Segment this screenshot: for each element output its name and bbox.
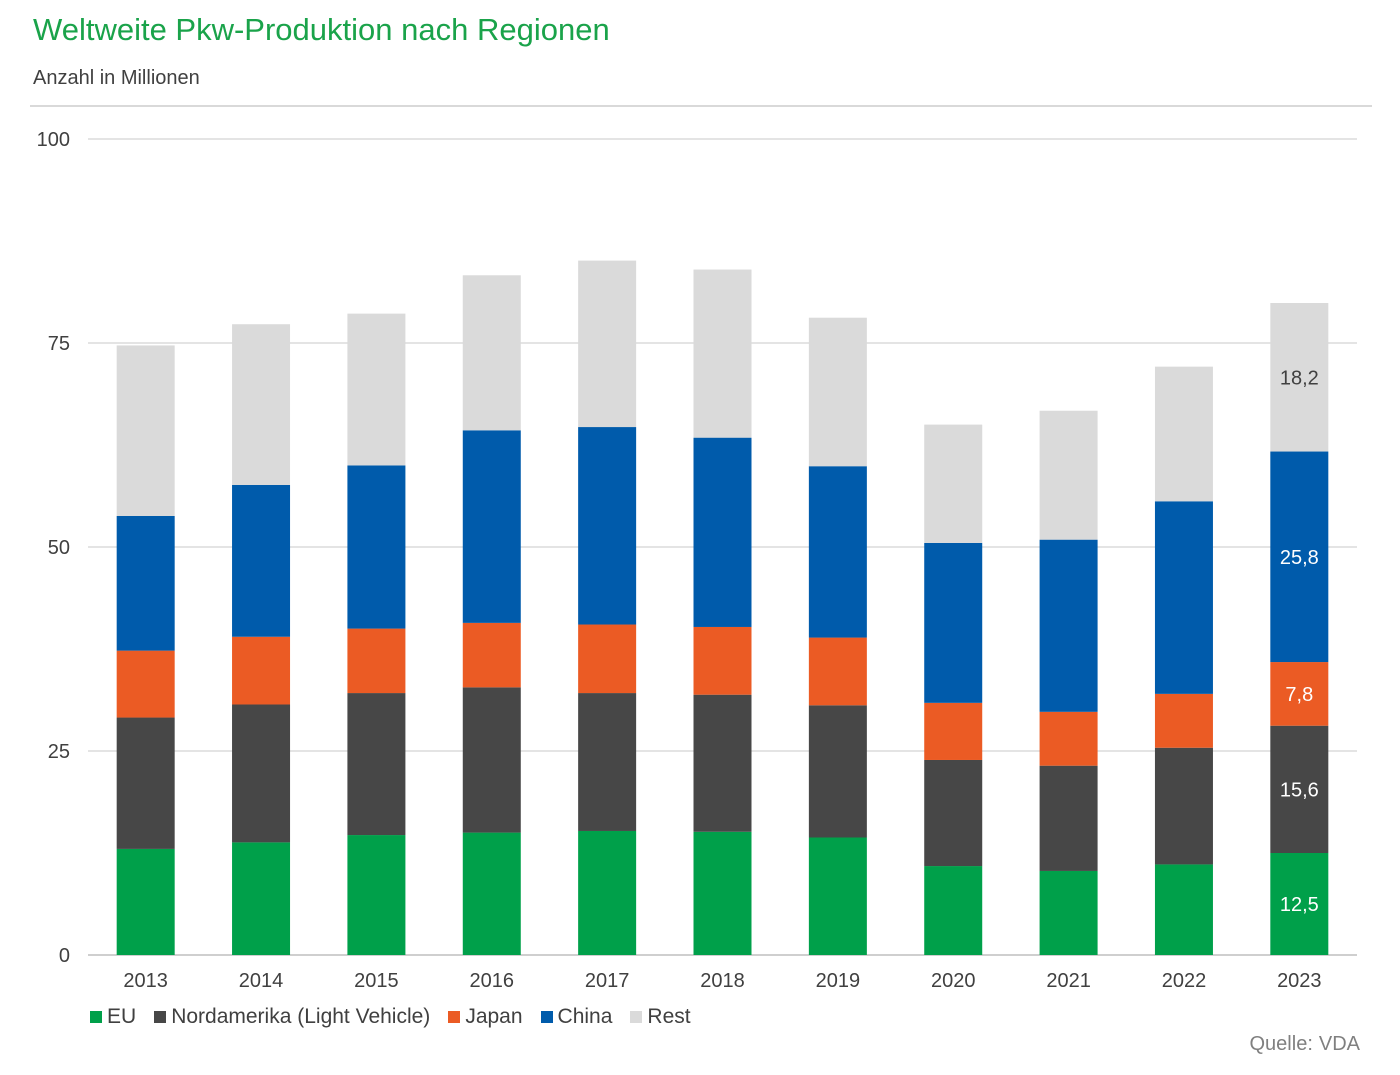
data-label-2023-eu: 12,5 (1280, 894, 1319, 916)
bar-2020-rest (924, 424, 983, 543)
legend-item-eu: EU (90, 1005, 136, 1029)
legend-label-rest: Rest (647, 1005, 691, 1028)
legend-label-china: China (557, 1005, 613, 1028)
bar-2013-china (116, 515, 175, 651)
bar-2023-nordamerika-light-vehicle (1270, 725, 1329, 853)
legend-swatch-nordamerika (154, 1011, 167, 1023)
bar-2018-eu (693, 831, 752, 955)
bar-2020-eu (924, 866, 983, 955)
bar-2022-eu (1154, 864, 1213, 955)
bar-2023-china (1270, 451, 1329, 663)
x-tick-label-2015: 2015 (354, 970, 399, 992)
chart-legend: EU Nordamerika (Light Vehicle) Japan Chi… (90, 1005, 691, 1029)
bar-2018-rest (693, 269, 752, 438)
legend-label-eu: EU (107, 1005, 137, 1028)
y-tick-label-75: 75 (48, 333, 70, 355)
bar-2016-japan (462, 622, 521, 688)
legend-label-nordamerika: Nordamerika (Light Vehicle) (171, 1005, 431, 1028)
x-tick-label-2013: 2013 (123, 970, 168, 992)
bar-2018-japan (693, 626, 752, 695)
bar-2017-japan (578, 624, 637, 694)
bar-2015-eu (347, 835, 406, 955)
x-tick-label-2019: 2019 (816, 970, 861, 992)
bar-2021-china (1039, 539, 1098, 712)
legend-swatch-japan (448, 1011, 461, 1023)
source-note: Quelle: VDA (1250, 1033, 1361, 1056)
x-tick-label-2017: 2017 (585, 970, 630, 992)
bar-2014-eu (232, 842, 291, 955)
x-tick-label-2023: 2023 (1277, 970, 1322, 992)
data-label-2023-china: 25,8 (1280, 547, 1319, 569)
bar-2015-nordamerika-light-vehicle (347, 693, 406, 836)
bar-2015-china (347, 465, 406, 629)
bar-2019-eu (808, 837, 867, 955)
bar-2013-eu (116, 848, 175, 955)
header-divider (30, 105, 1372, 107)
bar-2019-china (808, 466, 867, 638)
chart-title: Weltweite Pkw-Produktion nach Regionen (33, 12, 610, 47)
bar-2018-nordamerika-light-vehicle (693, 694, 752, 832)
bar-2020-nordamerika-light-vehicle (924, 759, 983, 867)
y-tick-label-25: 25 (48, 741, 70, 763)
bar-2014-rest (232, 324, 291, 485)
legend-item-nordamerika: Nordamerika (Light Vehicle) (154, 1005, 430, 1029)
bar-2023-japan (1270, 662, 1329, 726)
chart-subtitle: Anzahl in Millionen (33, 67, 200, 89)
bar-2019-japan (808, 637, 867, 706)
x-tick-label-2016: 2016 (470, 970, 515, 992)
y-tick-label-100: 100 (37, 129, 70, 151)
legend-swatch-rest (630, 1011, 643, 1023)
bar-2017-nordamerika-light-vehicle (578, 693, 637, 831)
bar-2015-japan (347, 628, 406, 694)
legend-label-japan: Japan (465, 1005, 523, 1028)
bar-2014-china (232, 484, 291, 637)
legend-item-rest: Rest (630, 1005, 691, 1029)
bar-2023-rest (1270, 303, 1329, 452)
bar-2013-japan (116, 650, 175, 718)
y-tick-label-50: 50 (48, 537, 70, 559)
x-tick-label-2022: 2022 (1162, 970, 1207, 992)
x-tick-label-2014: 2014 (239, 970, 284, 992)
x-tick-label-2021: 2021 (1046, 970, 1091, 992)
bar-2019-nordamerika-light-vehicle (808, 705, 867, 838)
data-label-2023-japan: 7,8 (1285, 684, 1313, 706)
bar-2021-japan (1039, 711, 1098, 766)
bar-2013-nordamerika-light-vehicle (116, 717, 175, 849)
bar-2022-nordamerika-light-vehicle (1154, 747, 1213, 865)
x-tick-label-2020: 2020 (931, 970, 976, 992)
legend-item-china: China (540, 1005, 613, 1029)
bar-2016-china (462, 430, 521, 623)
bar-2022-japan (1154, 693, 1213, 748)
bar-2021-nordamerika-light-vehicle (1039, 765, 1098, 871)
bar-2016-rest (462, 275, 521, 431)
bar-2015-rest (347, 313, 406, 466)
legend-swatch-china (540, 1011, 553, 1023)
y-tick-label-0: 0 (59, 945, 70, 967)
data-label-2023-rest: 18,2 (1280, 367, 1319, 389)
bar-2023-eu (1270, 853, 1329, 955)
bar-2017-china (578, 427, 637, 625)
bar-2019-rest (808, 317, 867, 467)
bar-2021-eu (1039, 870, 1098, 955)
bar-2017-eu (578, 830, 637, 955)
bar-2014-japan (232, 636, 291, 705)
bar-2018-china (693, 437, 752, 627)
bar-2020-china (924, 542, 983, 703)
bar-2017-rest (578, 260, 637, 428)
source-value: VDA (1318, 1033, 1360, 1055)
bar-2014-nordamerika-light-vehicle (232, 704, 291, 843)
bar-2016-nordamerika-light-vehicle (462, 687, 521, 833)
bar-2022-rest (1154, 366, 1213, 502)
legend-swatch-eu (90, 1011, 102, 1023)
data-label-2023-nordamerika-light-vehicle: 15,6 (1280, 779, 1319, 801)
bar-2020-japan (924, 702, 983, 760)
bar-2021-rest (1039, 410, 1098, 540)
source-label: Quelle: (1249, 1033, 1313, 1055)
bar-2013-rest (116, 345, 175, 516)
bar-2022-china (1154, 501, 1213, 694)
legend-item-japan: Japan (448, 1005, 523, 1029)
bar-2016-eu (462, 832, 521, 955)
x-tick-label-2018: 2018 (700, 970, 745, 992)
